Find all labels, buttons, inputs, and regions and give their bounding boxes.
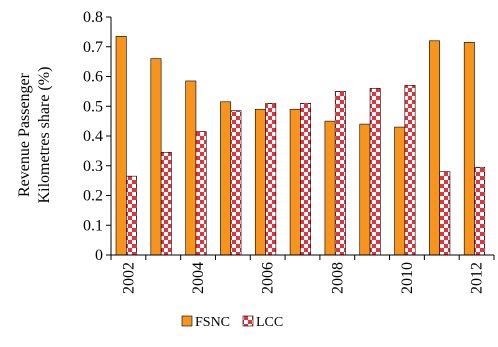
- x-tick-label-2010: 2010: [399, 262, 416, 294]
- x-tick-label-2004: 2004: [190, 262, 207, 294]
- axes-layer: 0 0.1 0.2 0.3 0.4 0.5 0.6 0.7 0.8 2002 2004 2006 200…: [83, 9, 495, 294]
- bar-lcc-2005: [230, 110, 242, 256]
- bar-fsnc-2010: [394, 126, 406, 256]
- bar-lcc-2007: [300, 102, 311, 256]
- bar-fsnc-2005: [220, 101, 232, 256]
- bar-fsnc-2009: [359, 123, 371, 256]
- x-tick-label-2002: 2002: [120, 262, 137, 294]
- bar-lcc-2006: [265, 102, 277, 256]
- y-tick-label-0.2: 0.2: [83, 188, 103, 205]
- bar-lcc-2003: [160, 152, 172, 256]
- x-tick-label-2008: 2008: [329, 262, 346, 294]
- y-tick-label-0: 0: [95, 247, 103, 264]
- bar-fsnc-2003: [150, 58, 162, 256]
- bar-fsnc-2007: [289, 108, 301, 256]
- y-tick-label-0.6: 0.6: [83, 69, 103, 86]
- x-tick-label-2012: 2012: [469, 262, 486, 294]
- bar-fsnc-2011: [429, 40, 440, 256]
- bar-fsnc-2004: [185, 80, 197, 256]
- y-axis-title-line-2: Kilometres share (%): [36, 67, 53, 204]
- legend: FSNC LCC: [181, 315, 283, 330]
- y-tick-label-0.5: 0.5: [83, 98, 103, 115]
- y-tick-label-0.7: 0.7: [83, 39, 103, 56]
- legend-swatch-lcc: [242, 315, 254, 327]
- bar-lcc-2010: [404, 85, 416, 256]
- bar-lcc-2004: [195, 131, 207, 256]
- bar-lcc-2011: [439, 171, 451, 256]
- y-tick-label-0.4: 0.4: [83, 128, 103, 145]
- bar-lcc-2012: [474, 166, 486, 256]
- legend-label-fsnc: FSNC: [195, 315, 230, 330]
- bar-fsnc-2002: [115, 36, 127, 256]
- bar-lcc-2002: [126, 175, 137, 256]
- bar-lcc-2008: [334, 91, 346, 256]
- y-tick-label-0.1: 0.1: [83, 217, 103, 234]
- y-tick-label-0.8: 0.8: [83, 9, 103, 26]
- bars-layer: [115, 36, 486, 256]
- x-tick-label-2006: 2006: [260, 262, 277, 294]
- legend-swatch-fsnc: [181, 315, 193, 327]
- y-axis-title: Revenue Passenger Kilometres share (%): [16, 67, 53, 204]
- bar-fsnc-2006: [254, 108, 266, 256]
- bar-lcc-2009: [369, 88, 381, 256]
- y-tick-label-0.3: 0.3: [83, 158, 103, 175]
- legend-label-lcc: LCC: [256, 315, 283, 330]
- bar-fsnc-2012: [463, 41, 475, 256]
- bar-fsnc-2008: [324, 120, 336, 256]
- y-axis-title-line-1: Revenue Passenger: [16, 72, 33, 197]
